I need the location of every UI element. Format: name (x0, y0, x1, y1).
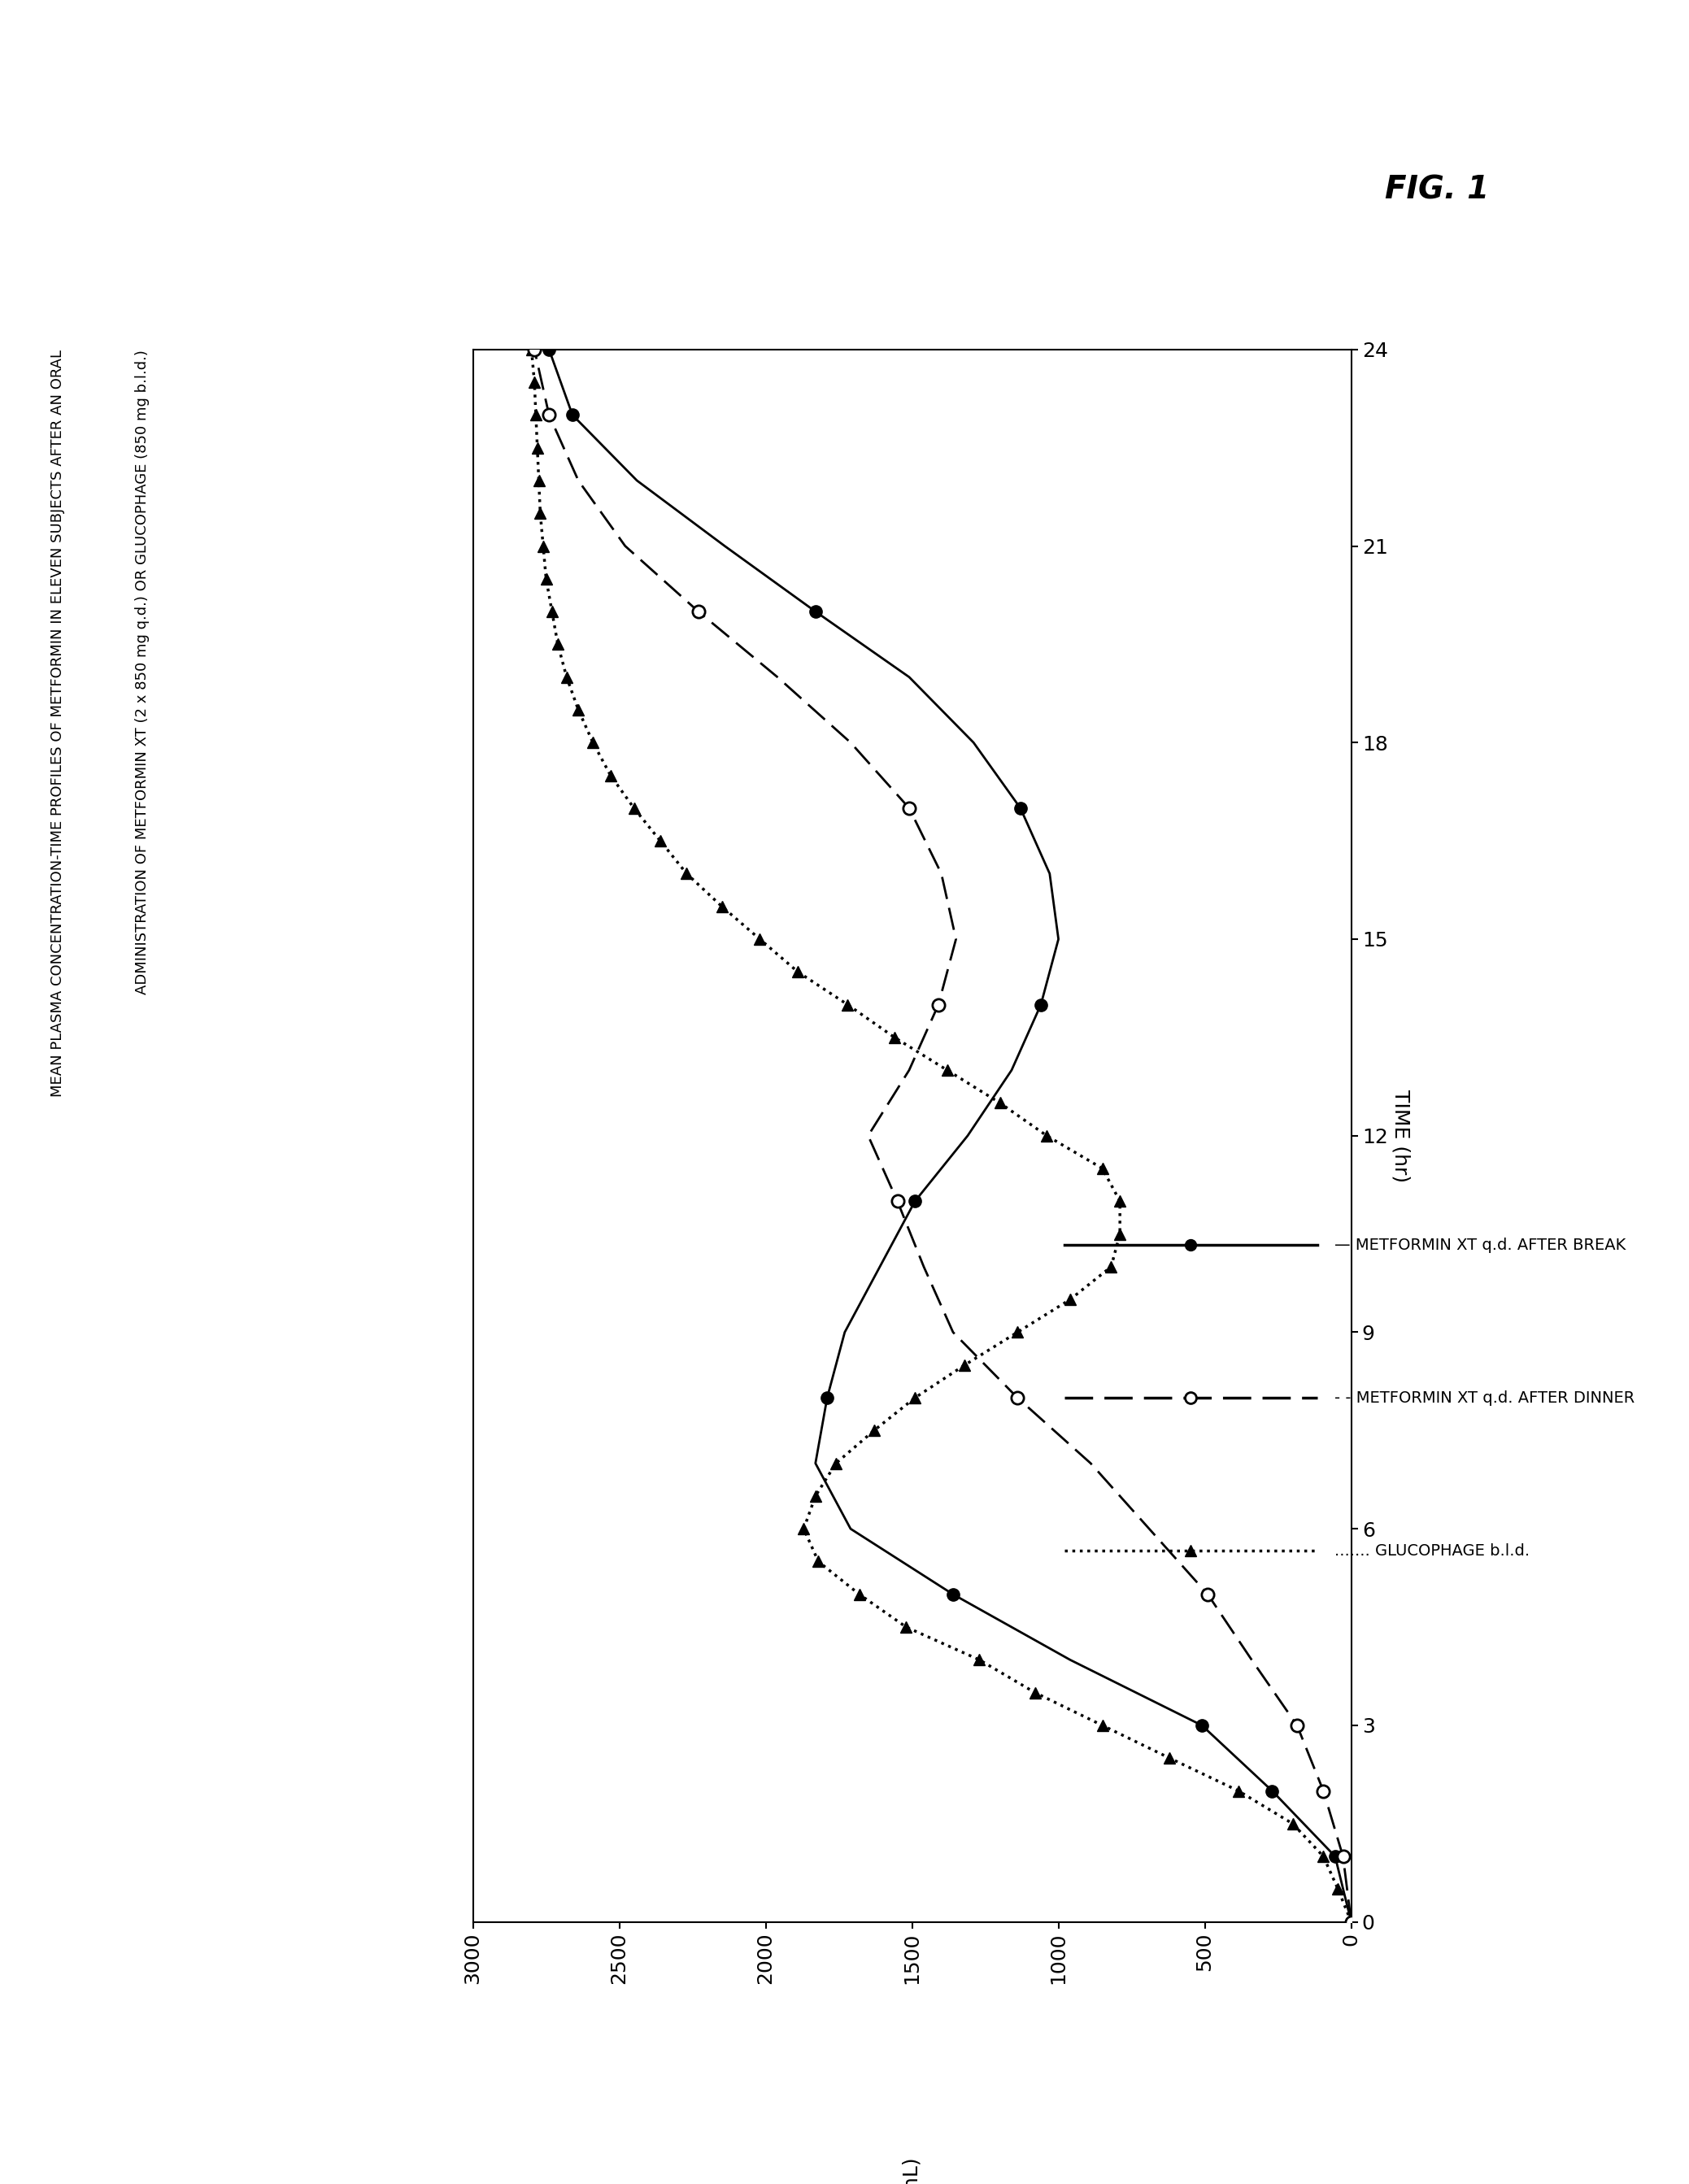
Text: ADMINISTRATION OF METFORMIN XT (2 x 850 mg q.d.) OR GLUCOPHAGE (850 mg b.l.d.): ADMINISTRATION OF METFORMIN XT (2 x 850 … (135, 349, 150, 994)
Text: - - METFORMIN XT q.d. AFTER DINNER: - - METFORMIN XT q.d. AFTER DINNER (1334, 1389, 1635, 1406)
Y-axis label: TIME (hr): TIME (hr) (1392, 1090, 1410, 1182)
Text: ....... GLUCOPHAGE b.l.d.: ....... GLUCOPHAGE b.l.d. (1334, 1542, 1530, 1559)
Text: MEAN PLASMA CONCENTRATION-TIME PROFILES OF METFORMIN IN ELEVEN SUBJECTS AFTER AN: MEAN PLASMA CONCENTRATION-TIME PROFILES … (51, 349, 66, 1096)
X-axis label: PLASMA CONC. (ng/mL): PLASMA CONC. (ng/mL) (902, 2158, 922, 2184)
Text: — METFORMIN XT q.d. AFTER BREAK: — METFORMIN XT q.d. AFTER BREAK (1334, 1236, 1625, 1254)
Text: FIG. 1: FIG. 1 (1385, 175, 1490, 205)
